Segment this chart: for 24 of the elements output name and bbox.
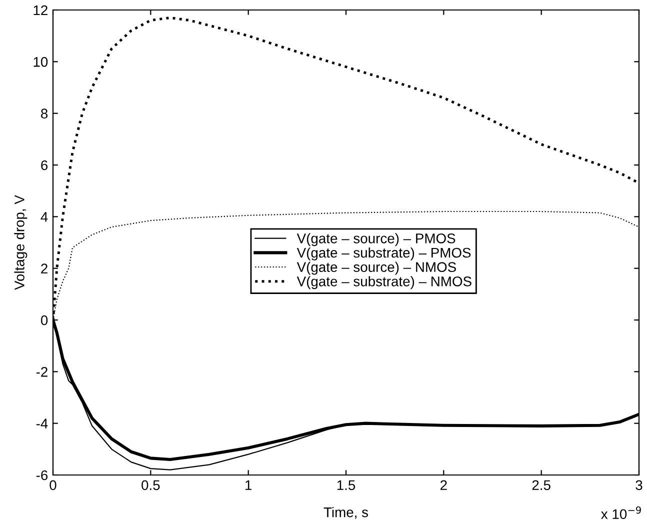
y-tick-label: 10 xyxy=(34,57,48,67)
legend-label: V(gate – source) – NMOS xyxy=(296,262,456,275)
x-tick-label: 2 xyxy=(440,480,447,490)
x-axis-title: Time, s xyxy=(324,507,368,519)
x-tick-label: 1 xyxy=(246,480,252,490)
y-tick-label: -4 xyxy=(36,418,48,428)
x-tick-label: 0 xyxy=(50,480,56,490)
x-tick-label: 1.5 xyxy=(337,480,356,490)
legend-label: V(gate – substrate) – NMOS xyxy=(296,276,472,290)
y-tick-label: 0 xyxy=(40,315,48,326)
y-tick-label: -6 xyxy=(36,470,48,480)
x-tick-label: 2.5 xyxy=(532,480,550,490)
y-tick-label: 12 xyxy=(34,5,48,16)
legend-label: V(gate – source) – PMOS xyxy=(296,233,456,246)
legend-label: V(gate – substrate) – PMOS xyxy=(296,247,471,260)
x-tick-label: 0.5 xyxy=(142,480,160,490)
x-tick-label: 3 xyxy=(636,480,642,490)
y-tick-label: 2 xyxy=(41,264,48,274)
y-tick-label: 4 xyxy=(40,212,48,222)
y-axis-title: Voltage drop, V xyxy=(14,195,28,290)
y-tick-label: 8 xyxy=(41,108,48,119)
text: x 10$^{−9}$ xyxy=(601,506,641,520)
y-tick-label: -2 xyxy=(36,367,48,377)
y-tick-label: 6 xyxy=(41,160,48,170)
